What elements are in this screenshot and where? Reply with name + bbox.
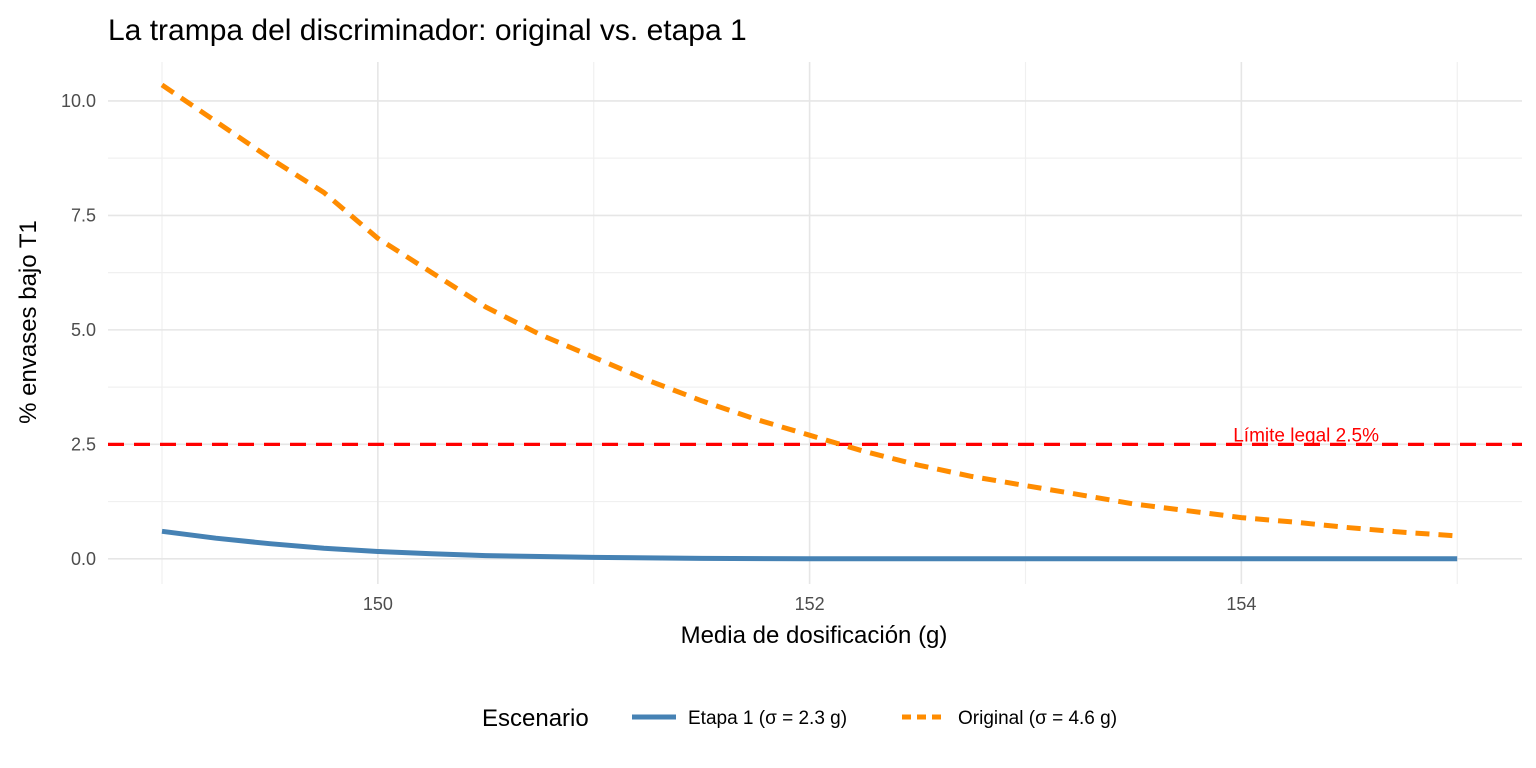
legend-label-etapa1: Etapa 1 (σ = 2.3 g) [688, 708, 847, 729]
series-line-1 [160, 82, 1458, 539]
y-tick-label: 2.5 [71, 434, 96, 454]
y-tick-label: 7.5 [71, 205, 96, 225]
legend: Escenario Etapa 1 (σ = 2.3 g) Original (… [482, 705, 1117, 732]
legend-label-original: Original (σ = 4.6 g) [958, 708, 1117, 729]
chart-title: La trampa del discriminador: original vs… [108, 14, 747, 47]
y-tick-label: 0.0 [71, 549, 96, 569]
y-tick-label: 10.0 [61, 91, 96, 111]
series-line-0 [161, 528, 1458, 562]
legend-title: Escenario [482, 705, 589, 732]
x-axis-title: Media de dosificación (g) [681, 622, 948, 649]
x-tick-label: 152 [795, 594, 825, 614]
x-tick-label: 154 [1226, 594, 1256, 614]
y-tick-label: 5.0 [71, 320, 96, 340]
y-axis-title: % envases bajo T1 [15, 220, 42, 424]
reference-line-label: Límite legal 2.5% [1233, 425, 1379, 446]
x-tick-label: 150 [363, 594, 393, 614]
